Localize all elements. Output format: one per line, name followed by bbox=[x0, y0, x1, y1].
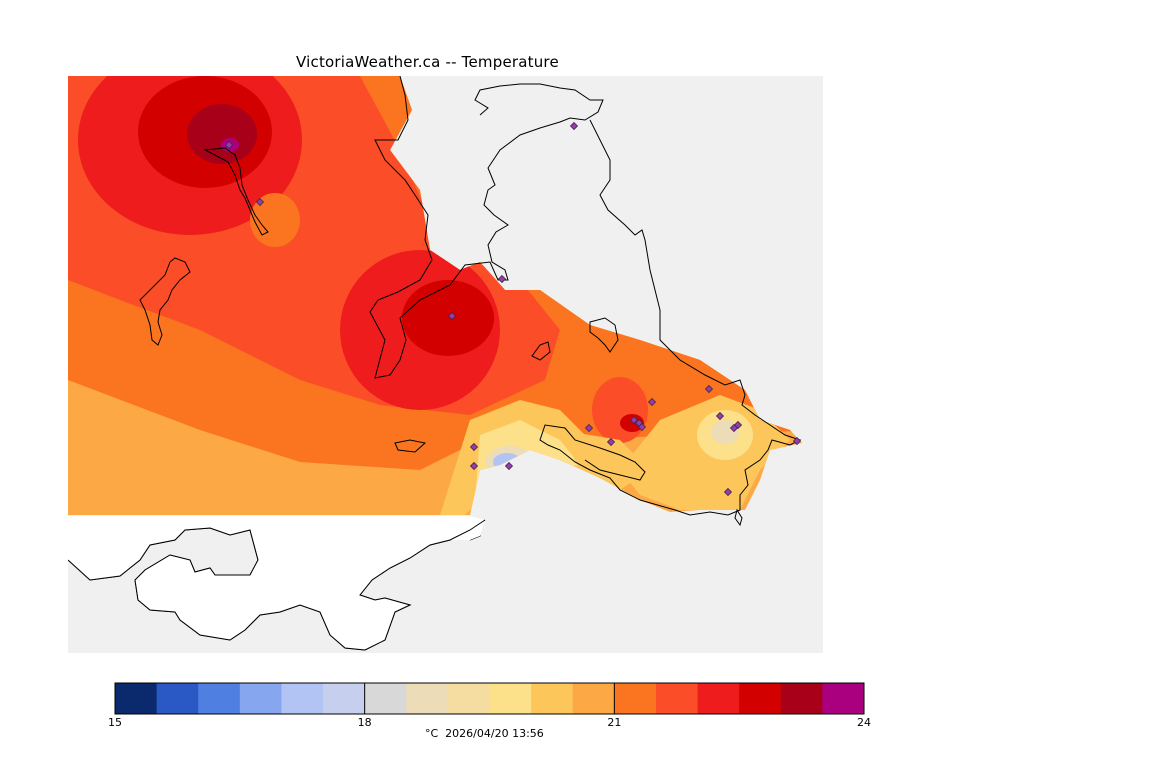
legend-swatch bbox=[614, 683, 657, 714]
legend-swatch bbox=[489, 683, 532, 714]
legend-swatch bbox=[406, 683, 449, 714]
legend-swatch bbox=[364, 683, 407, 714]
legend-tick-label: 21 bbox=[607, 716, 622, 729]
legend-swatch bbox=[572, 683, 615, 714]
legend-swatch bbox=[697, 683, 740, 714]
legend-swatch bbox=[780, 683, 823, 714]
legend-swatch bbox=[447, 683, 490, 714]
station-marker[interactable] bbox=[497, 274, 507, 284]
station-marker[interactable] bbox=[504, 461, 514, 471]
legend-tick-label: 18 bbox=[357, 716, 372, 729]
legend-tick-label: 15 bbox=[108, 716, 122, 729]
station-marker[interactable] bbox=[792, 436, 802, 446]
station-marker[interactable] bbox=[469, 461, 479, 471]
legend-swatch bbox=[156, 683, 199, 714]
legend-swatch bbox=[655, 683, 699, 714]
station-marker[interactable] bbox=[629, 415, 639, 425]
station-marker[interactable] bbox=[469, 442, 479, 452]
legend-ticks bbox=[114, 683, 865, 714]
station-marker[interactable] bbox=[704, 384, 714, 394]
legend-swatch bbox=[822, 683, 865, 714]
station-marker[interactable] bbox=[637, 422, 647, 432]
station-marker[interactable] bbox=[606, 437, 616, 447]
map-title: VictoriaWeather.ca -- Temperature bbox=[296, 53, 559, 71]
station-marker[interactable] bbox=[715, 411, 725, 421]
station-marker[interactable] bbox=[729, 423, 739, 433]
station-marker[interactable] bbox=[584, 423, 594, 433]
legend-tick-label: 24 bbox=[857, 716, 871, 729]
legend-color-bar bbox=[115, 683, 865, 714]
station-markers bbox=[224, 121, 802, 497]
legend-swatch bbox=[739, 683, 782, 714]
legend-swatch bbox=[115, 683, 158, 714]
legend-swatch bbox=[531, 683, 574, 714]
legend-swatch bbox=[239, 683, 282, 714]
station-marker[interactable] bbox=[569, 121, 579, 131]
station-marker[interactable] bbox=[224, 140, 234, 150]
station-marker[interactable] bbox=[723, 487, 733, 497]
station-marker[interactable] bbox=[647, 397, 657, 407]
station-marker[interactable] bbox=[255, 197, 265, 207]
legend-swatch bbox=[323, 683, 366, 714]
station-marker[interactable] bbox=[447, 311, 457, 321]
legend-swatch bbox=[281, 683, 324, 714]
legend-swatch bbox=[198, 683, 241, 714]
legend-units-timestamp: °C 2026/04/20 13:56 bbox=[425, 727, 544, 740]
